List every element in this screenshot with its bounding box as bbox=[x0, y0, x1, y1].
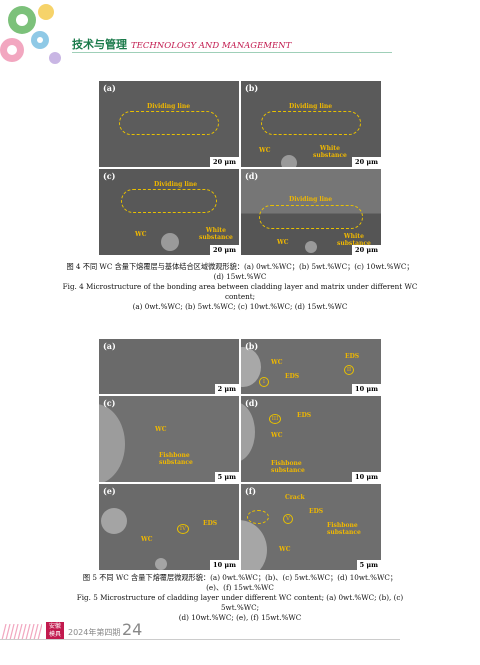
fig4-caption-cn-line2: (d) 15wt.%WC bbox=[213, 272, 267, 281]
section-title-cn: 技术与管理 bbox=[72, 38, 127, 51]
fig4-caption-en-line1: Fig. 4 Microstructure of the bonding are… bbox=[62, 282, 418, 301]
panel-label: (a) bbox=[103, 83, 116, 93]
panel-label: (f) bbox=[245, 486, 257, 496]
eds-point-4-label: IV bbox=[179, 526, 187, 532]
wc-particle bbox=[101, 508, 127, 534]
fishbone-substance-label: Fishbone substance bbox=[159, 452, 193, 466]
eds-point-5-label: V bbox=[286, 516, 290, 522]
wc-particle bbox=[161, 233, 179, 251]
fig5-panel-a: (a) 2 μm bbox=[99, 339, 239, 394]
scale-bar: 2 μm bbox=[214, 384, 239, 394]
dividing-line-outline bbox=[119, 111, 219, 135]
issue-label: 2024年第四期 bbox=[68, 628, 121, 637]
dividing-line-outline bbox=[121, 189, 217, 213]
fishbone-substance-label: Fishbone substance bbox=[327, 522, 361, 536]
dividing-line-outline bbox=[259, 205, 363, 229]
wc-particle bbox=[241, 520, 267, 570]
dividing-line-label: Dividing line bbox=[147, 103, 191, 110]
fig4-panel-a: (a) Dividing line 20 μm bbox=[99, 81, 239, 167]
fig4-panel-b: (b) Dividing line WC White substance 20 … bbox=[241, 81, 381, 167]
panel-label: (e) bbox=[103, 486, 116, 496]
fig4-panel-c: (c) Dividing line WC White substance 20 … bbox=[99, 169, 239, 255]
wc-label: WC bbox=[259, 147, 271, 154]
fig5-panel-b: (b) WC I EDS EDS II 10 μm bbox=[241, 339, 381, 394]
scale-bar: 20 μm bbox=[210, 157, 239, 167]
dividing-line-label: Dividing line bbox=[289, 103, 333, 110]
wc-label: WC bbox=[271, 432, 283, 439]
wc-particle bbox=[305, 241, 317, 253]
journal-tag: 安徽 模具 bbox=[46, 622, 64, 640]
scale-bar: 10 μm bbox=[352, 384, 381, 394]
crack-outline bbox=[247, 510, 269, 524]
dividing-line-outline bbox=[261, 111, 361, 135]
fig5-caption-cn-line2: (e)、(f) 15wt.%WC bbox=[206, 583, 274, 592]
panel-label: (b) bbox=[245, 341, 259, 351]
fig4-caption: 图 4 不同 WC 含量下熔覆层与基体结合区域微观形貌：(a) 0wt.%WC；… bbox=[60, 262, 420, 312]
fig5-caption-cn-line1: 图 5 不同 WC 含量下熔覆层微观形貌：(a) 0wt.%WC；(b)、(c)… bbox=[82, 573, 398, 582]
scale-bar: 5 μm bbox=[356, 560, 381, 570]
header-divider bbox=[72, 52, 392, 53]
eds-label-2: EDS bbox=[345, 353, 360, 360]
footer-stripes-icon bbox=[1, 624, 42, 640]
panel-label: (b) bbox=[245, 83, 259, 93]
scale-bar: 10 μm bbox=[210, 560, 239, 570]
wc-particle bbox=[281, 155, 297, 167]
wc-label: WC bbox=[155, 426, 167, 433]
panel-label: (d) bbox=[245, 171, 259, 181]
fig5-panel-f: (f) Crack V EDS Fishbone substance WC 5 … bbox=[241, 484, 381, 570]
white-substance-label: White substance bbox=[199, 227, 233, 241]
wc-label: WC bbox=[271, 359, 283, 366]
panel-label: (c) bbox=[103, 171, 116, 181]
journal-section-title: 技术与管理 TECHNOLOGY AND MANAGEMENT bbox=[72, 36, 291, 52]
scale-bar: 20 μm bbox=[210, 245, 239, 255]
page-number: 24 bbox=[122, 620, 143, 639]
fig5-panel-e: (e) IV EDS WC 10 μm bbox=[99, 484, 239, 570]
wc-label: WC bbox=[135, 231, 147, 238]
wc-particle bbox=[99, 404, 125, 482]
section-title-en: TECHNOLOGY AND MANAGEMENT bbox=[131, 41, 292, 51]
wc-particle bbox=[241, 402, 255, 462]
panel-label: (c) bbox=[103, 398, 116, 408]
journal-tag-text: 安徽 模具 bbox=[48, 623, 61, 638]
eds-point-1-label: I bbox=[262, 379, 266, 385]
eds-label: EDS bbox=[297, 412, 312, 419]
fishbone-substance-label: Fishbone substance bbox=[271, 460, 305, 474]
panel-label: (d) bbox=[245, 398, 259, 408]
wc-particle bbox=[241, 347, 261, 387]
white-substance-label: White substance bbox=[337, 233, 371, 247]
fig4-caption-cn-line1: 图 4 不同 WC 含量下熔覆层与基体结合区域微观形貌：(a) 0wt.%WC；… bbox=[66, 262, 414, 271]
eds-label: EDS bbox=[309, 508, 324, 515]
fig5-caption-en-line2: (d) 10wt.%WC; (e), (f) 15wt.%WC bbox=[178, 613, 302, 622]
wc-label: WC bbox=[279, 546, 291, 553]
wc-label: WC bbox=[141, 536, 153, 543]
eds-point-5: V bbox=[283, 514, 293, 524]
dividing-line-label: Dividing line bbox=[289, 196, 333, 203]
gear-logo-icon bbox=[0, 4, 61, 64]
eds-point-2: II bbox=[344, 365, 354, 375]
fig4-caption-en-line2: (a) 0wt.%WC; (b) 5wt.%WC; (c) 10wt.%WC; … bbox=[132, 302, 348, 311]
fig5-panel-d: (d) III EDS WC Fishbone substance 10 μm bbox=[241, 396, 381, 482]
fig5-caption-en-line1: Fig. 5 Microstructure of cladding layer … bbox=[76, 593, 404, 612]
eds-point-3: III bbox=[269, 414, 281, 424]
white-substance-label: White substance bbox=[313, 145, 347, 159]
fig4-panel-d: (d) Dividing line WC White substance 20 … bbox=[241, 169, 381, 255]
scale-bar: 5 μm bbox=[214, 472, 239, 482]
wc-label: WC bbox=[277, 239, 289, 246]
eds-label: EDS bbox=[203, 520, 218, 527]
eds-label-1: EDS bbox=[285, 373, 300, 380]
fig5-caption: 图 5 不同 WC 含量下熔覆层微观形貌：(a) 0wt.%WC；(b)、(c)… bbox=[60, 573, 420, 623]
panel-label: (a) bbox=[103, 341, 116, 351]
eds-point-3-label: III bbox=[271, 416, 279, 422]
dividing-line-label: Dividing line bbox=[154, 181, 198, 188]
eds-point-2-label: II bbox=[346, 367, 352, 373]
fig5-panel-c: (c) WC Fishbone substance 5 μm bbox=[99, 396, 239, 482]
scale-bar: 20 μm bbox=[352, 245, 381, 255]
eds-point-4: IV bbox=[177, 524, 189, 534]
crack-label: Crack bbox=[285, 494, 305, 501]
eds-point-1: I bbox=[259, 377, 269, 387]
scale-bar: 10 μm bbox=[352, 472, 381, 482]
footer-divider bbox=[0, 639, 400, 640]
scale-bar: 20 μm bbox=[352, 157, 381, 167]
wc-particle-small bbox=[155, 558, 167, 570]
